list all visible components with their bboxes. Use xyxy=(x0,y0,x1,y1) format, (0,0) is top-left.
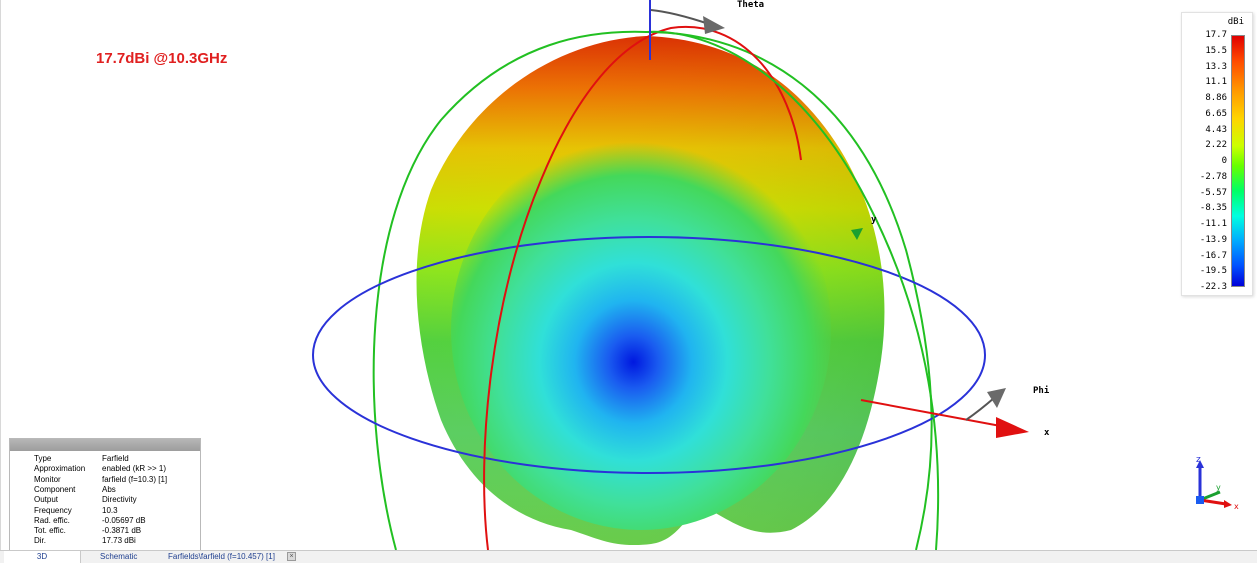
y-axis-marker xyxy=(851,228,863,240)
legend-tick: -22.3 xyxy=(1199,282,1227,292)
tab-farfield[interactable]: Farfields\farfield (f=10.457) [1] xyxy=(168,552,275,561)
farfield-info-panel: Type Farfield Approximation enabled (kR >> … xyxy=(9,438,201,550)
close-tab-icon[interactable]: × xyxy=(287,552,296,561)
info-panel-header xyxy=(10,439,200,451)
farfield-pattern-scene[interactable] xyxy=(1,0,1257,550)
info-key: Dir. xyxy=(34,536,46,546)
info-value: -0.05697 dB xyxy=(102,515,146,525)
triad-z-label: z xyxy=(1196,455,1201,465)
legend-tick: -5.57 xyxy=(1199,187,1227,198)
tab-schematic[interactable]: Schematic xyxy=(100,552,138,561)
view-tab-bar: 3D Schematic Farfields\farfield (f=10.45… xyxy=(0,550,1257,563)
info-value: farfield (f=10.3) [1] xyxy=(102,474,168,484)
y-axis-label: y xyxy=(871,215,877,225)
legend-tick: 6.65 xyxy=(1205,108,1227,119)
phi-arrow-head xyxy=(987,388,1006,408)
gain-annotation: 17.7dBi @10.3GHz xyxy=(96,50,228,67)
legend-tick: -13.9 xyxy=(1199,234,1227,245)
legend-tick: -2.78 xyxy=(1199,171,1227,182)
farfield-3d-viewport[interactable]: 17.7dBi @10.3GHz Theta Phi x y dBi 17.7 1… xyxy=(0,0,1257,550)
info-value: 10.3 xyxy=(102,505,118,515)
info-key: Tot. effic. xyxy=(34,526,66,536)
info-value: Directivity xyxy=(102,495,137,505)
info-key: Approximation xyxy=(34,464,86,474)
phi-arrow-arc xyxy=(965,397,995,421)
tab-3d[interactable]: 3D xyxy=(4,551,81,563)
legend-tick: 17.7 xyxy=(1205,30,1227,40)
legend-unit: dBi xyxy=(1227,17,1244,27)
legend-tick: 11.1 xyxy=(1205,77,1227,88)
green-meridian-front xyxy=(645,30,940,550)
x-axis-arrow-head xyxy=(996,417,1029,438)
info-key: Output xyxy=(34,495,59,505)
triad-y-label: y xyxy=(1216,483,1221,492)
legend-color-bar xyxy=(1231,35,1245,287)
theta-arrow-head xyxy=(703,16,725,34)
x-axis-label: x xyxy=(1044,428,1050,438)
legend-tick: -8.35 xyxy=(1199,203,1227,214)
info-value: enabled (kR >> 1) xyxy=(102,464,167,474)
theta-label: Theta xyxy=(737,0,765,10)
color-legend: dBi 17.7 15.5 13.3 11.1 8.86 6.65 4.43 2.22 0 -2.… xyxy=(1181,12,1253,296)
legend-tick: 2.22 xyxy=(1205,140,1227,151)
info-value: 17.73 dBi xyxy=(102,536,136,546)
legend-tick: 0 xyxy=(1221,156,1227,166)
info-value: -0.3871 dB xyxy=(102,526,142,536)
theta-ring xyxy=(483,25,802,550)
legend-tick: 4.43 xyxy=(1205,124,1227,135)
x-axis-line xyxy=(860,399,1007,428)
phi-label: Phi xyxy=(1033,386,1050,396)
info-key: Type xyxy=(34,454,52,463)
legend-tick: 13.3 xyxy=(1205,61,1227,72)
inner-cone xyxy=(451,130,831,530)
triad-x-label: x xyxy=(1234,502,1239,511)
legend-tick: -11.1 xyxy=(1199,219,1227,229)
info-key: Component xyxy=(34,484,76,494)
legend-tick: -16.7 xyxy=(1199,250,1227,261)
info-value: Abs xyxy=(102,484,116,494)
legend-tick: -19.5 xyxy=(1199,266,1227,277)
legend-tick: 15.5 xyxy=(1205,45,1227,56)
legend-tick: 8.86 xyxy=(1205,93,1227,103)
info-key: Frequency xyxy=(34,505,72,515)
info-value: Farfield xyxy=(102,454,129,463)
info-key: Rad. effic. xyxy=(34,515,70,525)
orientation-triad: z y x xyxy=(1196,455,1239,511)
info-key: Monitor xyxy=(34,474,61,484)
phi-ring xyxy=(312,236,986,474)
theta-arrow-arc xyxy=(650,9,710,25)
